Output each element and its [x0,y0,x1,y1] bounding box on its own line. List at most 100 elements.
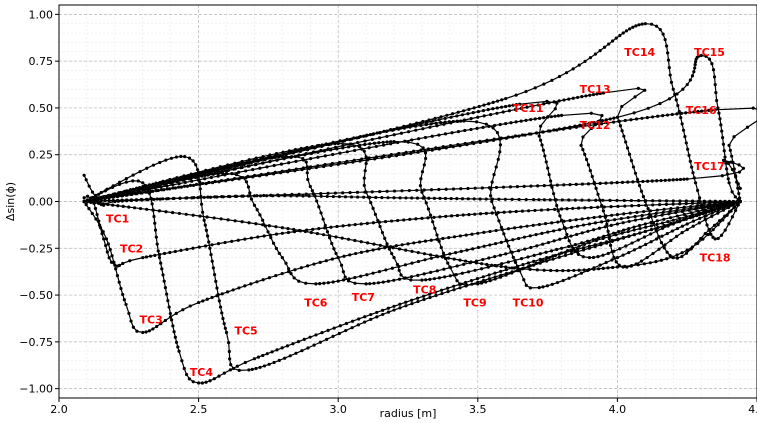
data-point [177,182,181,186]
data-point [604,181,608,185]
data-point [153,183,157,187]
data-point [587,241,592,245]
data-point [377,141,381,145]
data-point [312,343,316,347]
data-point [685,227,689,232]
data-point [285,344,290,348]
data-point [509,121,513,125]
data-point [537,134,541,138]
data-point [632,228,636,232]
data-point [602,205,606,209]
data-point [410,138,414,142]
data-point [150,197,154,201]
data-point [463,141,467,146]
data-point [589,126,593,131]
data-point [519,225,523,229]
data-point [615,213,620,217]
data-point [680,231,684,235]
data-point [333,191,337,195]
data-point [208,170,213,174]
data-point [611,265,615,270]
data-point [574,182,578,186]
data-point [317,227,321,231]
data-point [586,216,590,220]
data-point [441,236,445,241]
data-point [107,256,111,260]
data-point [552,100,556,104]
data-point [641,194,646,199]
data-point [528,267,532,271]
data-point [136,179,140,183]
data-point [421,127,425,131]
data-point [651,221,656,225]
series-label: TC15 [694,46,725,59]
data-point [433,226,437,230]
data-point [649,224,653,228]
data-point [234,194,239,198]
x-tick-label: 2.0 [50,403,68,416]
data-point [469,117,473,121]
data-point [661,114,665,118]
data-point [703,217,707,221]
data-point [712,75,717,79]
data-point [462,109,466,113]
data-point [377,247,381,251]
data-point [527,132,532,136]
data-point [369,312,373,317]
data-point [202,195,206,200]
data-point [514,93,518,97]
data-point [204,228,209,232]
data-point [600,220,604,224]
data-point [489,112,493,117]
data-point [508,185,513,189]
data-point [283,356,287,360]
data-point [666,220,670,224]
data-point [404,300,408,304]
data-point [660,234,664,238]
data-point [485,262,489,267]
data-point [498,253,502,257]
data-point [255,280,259,284]
data-point [82,173,86,177]
data-point [478,197,482,201]
data-point [705,223,709,227]
data-point [226,177,230,182]
data-point [198,187,202,191]
data-point [524,118,528,122]
data-point [350,319,355,323]
data-point [592,267,596,271]
data-point [687,153,691,157]
data-point [630,241,634,245]
data-point [326,147,330,151]
data-point [596,267,601,271]
data-point [473,268,477,272]
data-point [583,206,587,210]
data-point [145,166,149,170]
data-point [498,143,503,147]
data-point [215,169,219,173]
data-point [678,199,682,203]
data-point [280,346,284,350]
data-point [338,324,342,328]
data-point [489,194,493,198]
data-point [112,260,116,264]
data-point [437,187,441,192]
data-point [721,142,726,146]
data-point [587,198,591,202]
data-point [126,189,130,193]
data-point [513,107,517,112]
data-point [605,222,609,226]
data-point [417,137,421,141]
data-point [549,183,553,187]
data-point [403,139,407,143]
data-point [596,119,600,124]
data-point [646,216,651,220]
data-point [398,196,402,200]
data-point [301,158,305,162]
data-point [611,39,615,43]
data-point [587,256,592,260]
data-point [546,230,550,234]
data-point [124,177,128,181]
data-point [600,119,604,123]
data-point [736,202,740,206]
